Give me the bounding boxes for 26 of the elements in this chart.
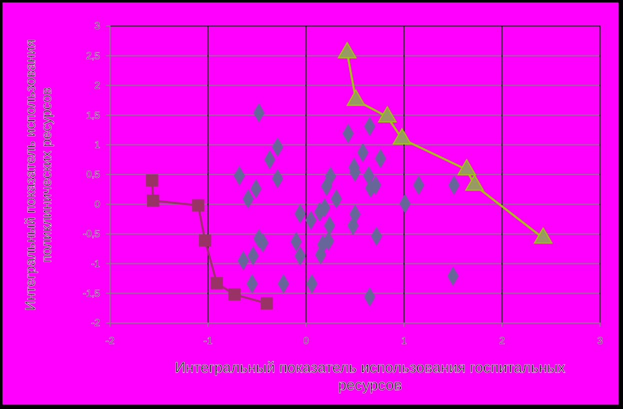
point (146, 194, 160, 207)
y-tick-label: -0,5 (82, 229, 100, 240)
x-tick-label: 1 (401, 336, 408, 348)
point (198, 234, 212, 247)
y-tick-label: -1,5 (82, 288, 100, 300)
x-tick-label: 0 (303, 336, 310, 348)
y-axis-title: Интегральный показатель использования поликлинических ресурсов (22, 39, 54, 311)
point (146, 174, 158, 187)
y-tick-label: 0 (94, 199, 100, 210)
x-tick-label: 3 (597, 336, 604, 348)
y-tick-label: 2,5 (86, 50, 100, 62)
point (260, 297, 273, 310)
point (228, 288, 241, 301)
y-tick-label: 1 (94, 140, 100, 151)
y-tick-label: 2 (94, 80, 100, 92)
y-tick-label: 1,5 (86, 110, 100, 122)
y-tick-label: 0,5 (86, 170, 100, 181)
point (210, 277, 223, 290)
x-tick-label: -1 (204, 336, 213, 348)
x-axis-title: Интегральный показатель использования госпитальных ресурсов (174, 360, 566, 394)
x-tick-label: 2 (499, 336, 506, 348)
y-tick-label: 3 (94, 21, 100, 32)
x-tick-label: -2 (106, 336, 115, 348)
y-tick-label: -1 (91, 258, 100, 270)
y-tick-label: -2 (91, 318, 100, 330)
point (192, 199, 204, 212)
